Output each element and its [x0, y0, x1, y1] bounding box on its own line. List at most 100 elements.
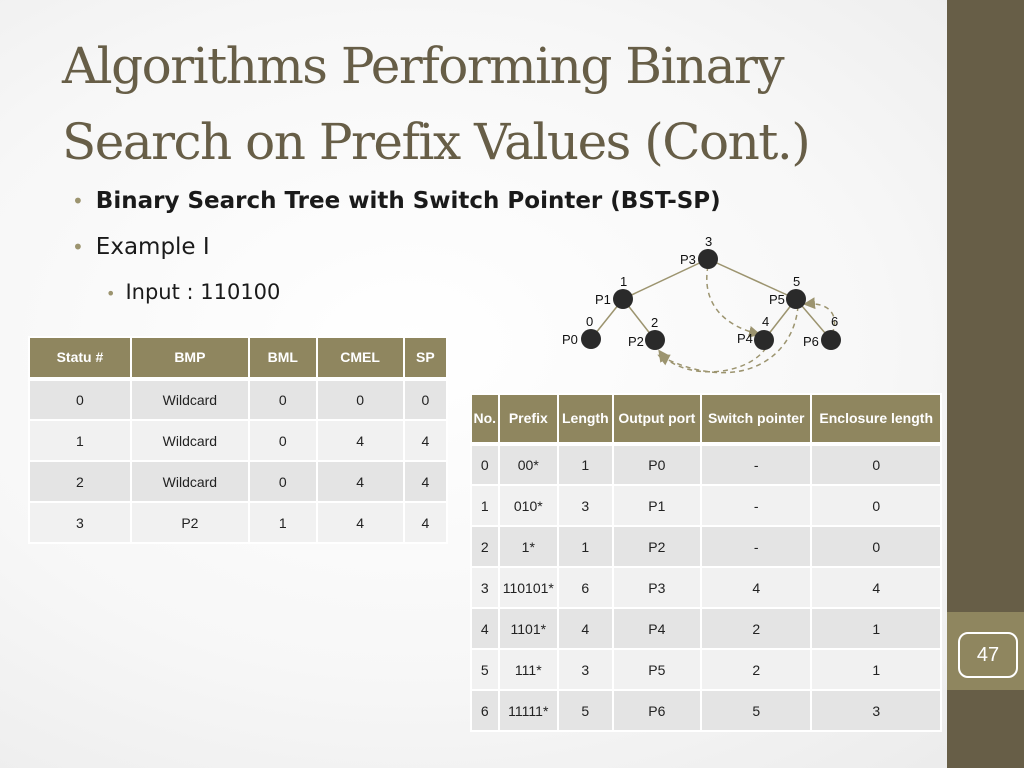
- table-cell: 4: [402, 501, 449, 544]
- node-p3-label: P3: [680, 252, 696, 267]
- status-table: Statu # BMP BML CMEL SP 0 Wildcard 0 0 0…: [28, 336, 449, 544]
- node-p1: [613, 289, 633, 309]
- title-line-1: Algorithms Performing Binary: [62, 37, 785, 95]
- node-p2-number: 2: [651, 315, 658, 330]
- table-cell: P4: [611, 607, 703, 650]
- table-row: 4 1101* 4 P4 2 1: [470, 607, 942, 650]
- table-cell: 6: [470, 689, 500, 732]
- table-cell: P1: [611, 484, 703, 527]
- node-p0-number: 0: [586, 314, 593, 329]
- prefix-header-prefix: Prefix: [497, 393, 560, 446]
- table-row: 3 110101* 6 P3 4 4: [470, 566, 942, 609]
- table-cell: 111*: [497, 648, 560, 691]
- status-header-bml: BML: [247, 336, 318, 381]
- table-cell: 6: [557, 566, 614, 609]
- bullet-dot-icon: •: [106, 284, 116, 303]
- table-row: 1 Wildcard 0 4 4: [28, 419, 449, 462]
- node-p5-label: P5: [769, 292, 785, 307]
- table-cell: 2: [28, 460, 132, 503]
- node-p1-label: P1: [595, 292, 611, 307]
- table-cell: 3: [810, 689, 942, 732]
- table-cell: 1: [557, 443, 614, 486]
- table-cell: 0: [810, 443, 942, 486]
- status-header-cmel: CMEL: [315, 336, 405, 381]
- table-cell: 010*: [497, 484, 560, 527]
- table-row: 5 111* 3 P5 2 1: [470, 648, 942, 691]
- node-p4-number: 4: [762, 314, 769, 329]
- node-p4-label: P4: [737, 331, 753, 346]
- bullet-dot-icon: •: [72, 189, 84, 213]
- table-row: 6 11111* 5 P6 5 3: [470, 689, 942, 732]
- bullet-item-1: • Binary Search Tree with Switch Pointer …: [72, 188, 721, 214]
- table-cell: P2: [611, 525, 703, 568]
- table-cell: 1: [28, 419, 132, 462]
- bullet-item-3: • Input : 110100: [106, 280, 280, 304]
- node-p2: [645, 330, 665, 350]
- prefix-table: No. Prefix Length Output port Switch poi…: [470, 393, 942, 732]
- node-p6: [821, 330, 841, 350]
- table-cell: 2: [700, 648, 813, 691]
- table-cell: Wildcard: [129, 378, 250, 421]
- page-number: 47: [958, 632, 1018, 678]
- table-cell: 4: [315, 460, 405, 503]
- slide-title: Algorithms Performing Binary Search on P…: [62, 28, 942, 180]
- edge-p3-p5: [707, 258, 797, 300]
- table-cell: 2: [700, 607, 813, 650]
- bullet-dot-icon: •: [72, 235, 84, 259]
- table-cell: 3: [28, 501, 132, 544]
- table-cell: 2: [470, 525, 500, 568]
- node-p0: [581, 329, 601, 349]
- prefix-header-switch-pointer: Switch pointer: [700, 393, 813, 446]
- table-cell: 110101*: [497, 566, 560, 609]
- node-p3-number: 3: [705, 234, 712, 249]
- table-row: 2 Wildcard 0 4 4: [28, 460, 449, 503]
- table-cell: 3: [470, 566, 500, 609]
- table-cell: 1: [810, 607, 942, 650]
- table-row: 0 00* 1 P0 - 0: [470, 443, 942, 486]
- table-cell: 4: [700, 566, 813, 609]
- prefix-header-no: No.: [470, 393, 500, 446]
- status-header-sp: SP: [402, 336, 449, 381]
- status-table-header-row: Statu # BMP BML CMEL SP: [28, 336, 449, 381]
- switch-pointer-p5-p2: [657, 305, 799, 374]
- table-cell: -: [700, 443, 813, 486]
- table-cell: 0: [402, 378, 449, 421]
- node-p5-number: 5: [793, 274, 800, 289]
- table-cell: -: [700, 525, 813, 568]
- title-line-2: Search on Prefix Values (Cont.): [62, 113, 811, 171]
- table-cell: 0: [28, 378, 132, 421]
- table-cell: 5: [470, 648, 500, 691]
- node-p1-number: 1: [620, 274, 627, 289]
- node-p5: [786, 289, 806, 309]
- table-cell: P0: [611, 443, 703, 486]
- node-p0-label: P0: [562, 332, 578, 347]
- table-row: 1 010* 3 P1 - 0: [470, 484, 942, 527]
- table-cell: 4: [810, 566, 942, 609]
- table-cell: P5: [611, 648, 703, 691]
- table-cell: 0: [315, 378, 405, 421]
- table-cell: 0: [810, 525, 942, 568]
- prefix-header-enclosure-length: Enclosure length: [810, 393, 942, 446]
- table-cell: 1: [470, 484, 500, 527]
- table-cell: 4: [557, 607, 614, 650]
- node-p2-label: P2: [628, 334, 644, 349]
- table-cell: 11111*: [497, 689, 560, 732]
- table-cell: 0: [247, 460, 318, 503]
- node-p3: [698, 249, 718, 269]
- table-cell: 5: [700, 689, 813, 732]
- table-cell: 1: [247, 501, 318, 544]
- table-cell: 4: [470, 607, 500, 650]
- status-header-bmp: BMP: [129, 336, 250, 381]
- table-cell: Wildcard: [129, 419, 250, 462]
- switch-pointer-p4-p2: [658, 347, 767, 373]
- table-cell: P2: [129, 501, 250, 544]
- table-cell: 0: [810, 484, 942, 527]
- status-header-statu: Statu #: [28, 336, 132, 381]
- table-cell: 4: [315, 419, 405, 462]
- table-cell: 1: [557, 525, 614, 568]
- table-cell: 4: [315, 501, 405, 544]
- table-cell: 0: [470, 443, 500, 486]
- bullet-text-2: Example I: [95, 234, 210, 260]
- prefix-header-length: Length: [557, 393, 614, 446]
- node-p4: [754, 330, 774, 350]
